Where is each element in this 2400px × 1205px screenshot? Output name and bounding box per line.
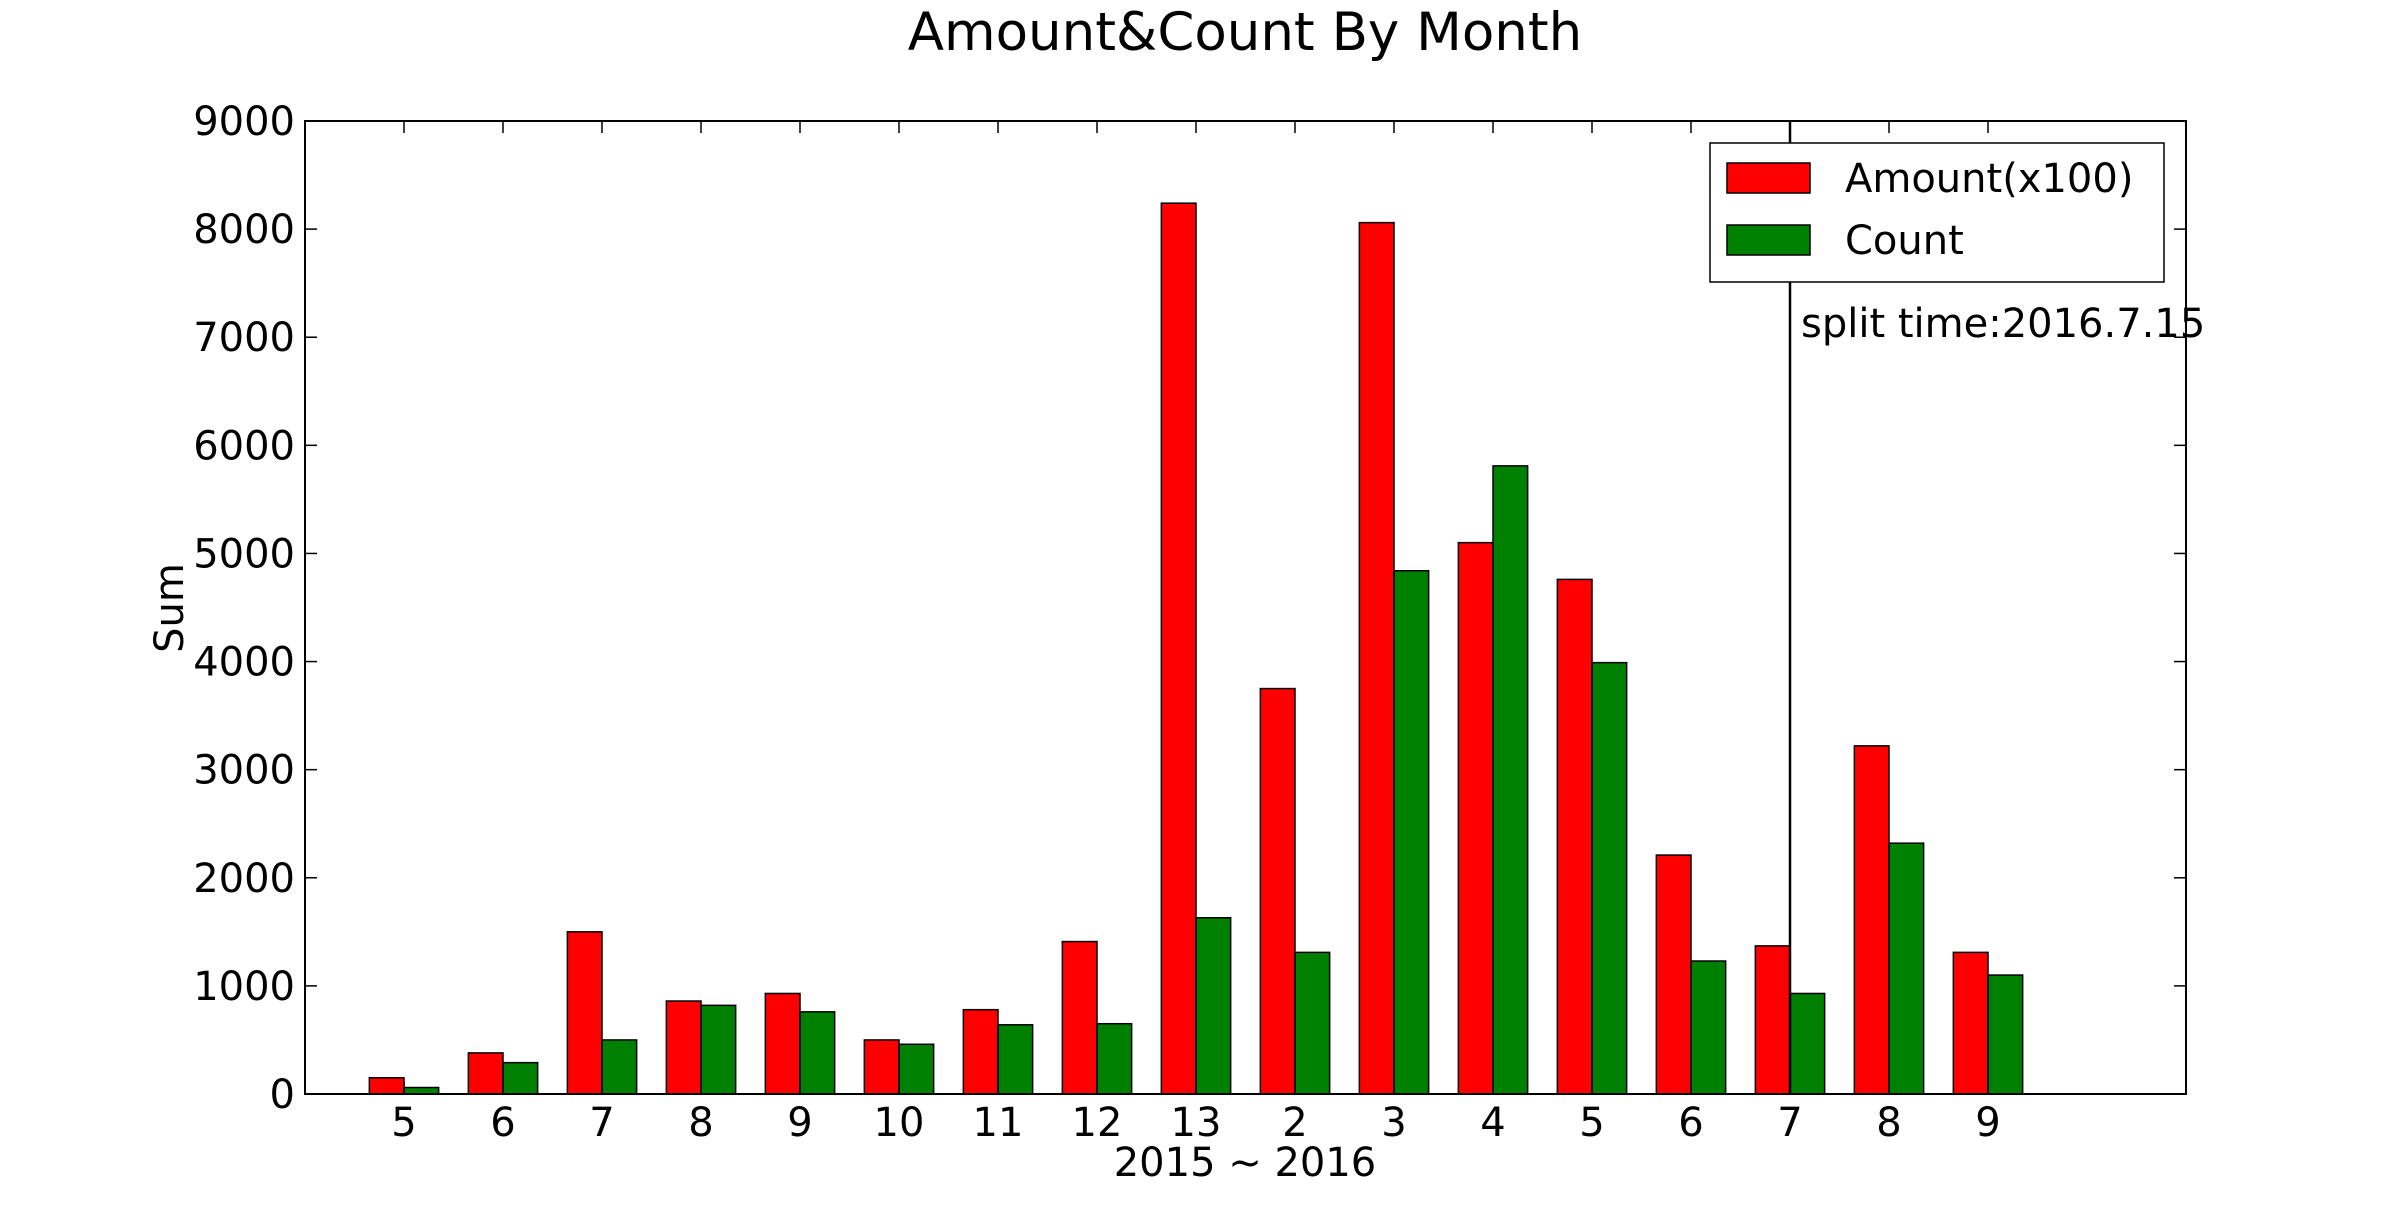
x-tick-label: 8 (688, 1100, 713, 1146)
bar (1591, 661, 1628, 1095)
x-tick-label: 7 (1777, 1100, 1802, 1146)
legend-label: Count (1845, 218, 1964, 264)
x-tick-label: 2 (1282, 1100, 1307, 1146)
bar (1987, 974, 2024, 1095)
legend-swatch (1726, 224, 1811, 256)
x-tick-label: 3 (1381, 1100, 1406, 1146)
y-tick-label: 1000 (193, 964, 295, 1010)
bar (566, 931, 603, 1095)
y-tick-label: 5000 (193, 531, 295, 577)
bar (1655, 854, 1692, 1095)
bar (1061, 940, 1098, 1095)
y-tick-label: 0 (270, 1072, 295, 1118)
y-tick-label: 4000 (193, 640, 295, 686)
y-tick-label: 8000 (193, 207, 295, 253)
bar (1259, 687, 1296, 1095)
bar (1952, 951, 1989, 1095)
y-tick-label: 3000 (193, 748, 295, 794)
y-tick-label: 9000 (193, 99, 295, 145)
bar (1690, 960, 1727, 1095)
bar (1160, 202, 1197, 1095)
bar (601, 1039, 638, 1095)
bar (1393, 569, 1430, 1095)
bar (1358, 221, 1395, 1095)
x-tick-label: 13 (1171, 1100, 1222, 1146)
bar (1457, 541, 1494, 1095)
legend-swatch (1726, 162, 1811, 194)
bar (502, 1061, 539, 1095)
x-tick-label: 4 (1480, 1100, 1505, 1146)
bar (1888, 842, 1925, 1095)
x-axis-label: 2015 ~ 2016 (1114, 1140, 1377, 1186)
bar (1096, 1022, 1133, 1095)
plot-frame (304, 120, 2187, 1095)
x-tick-label: 5 (391, 1100, 416, 1146)
x-tick-label: 8 (1876, 1100, 1901, 1146)
bar (700, 1004, 737, 1095)
x-tick-label: 7 (589, 1100, 614, 1146)
x-tick-label: 9 (1975, 1100, 2000, 1146)
y-tick-label: 2000 (193, 856, 295, 902)
bar (962, 1008, 999, 1095)
annotation-text: split time:2016.7.15 (1801, 301, 2205, 347)
bar (1754, 945, 1791, 1095)
bar (764, 992, 801, 1095)
bar (665, 1000, 702, 1095)
bar (368, 1077, 405, 1095)
x-tick-label: 6 (1678, 1100, 1703, 1146)
y-tick-label: 6000 (193, 423, 295, 469)
x-tick-label: 11 (973, 1100, 1024, 1146)
bar (1294, 951, 1331, 1095)
x-tick-label: 6 (490, 1100, 515, 1146)
y-axis-label: Sum (147, 563, 193, 653)
bar (1853, 745, 1890, 1095)
x-tick-label: 5 (1579, 1100, 1604, 1146)
bar (863, 1039, 900, 1095)
bar (997, 1024, 1034, 1095)
y-tick-label: 7000 (193, 315, 295, 361)
bar (898, 1043, 935, 1095)
bar (467, 1052, 504, 1095)
bar (1789, 992, 1826, 1095)
x-tick-label: 9 (787, 1100, 812, 1146)
bar (799, 1011, 836, 1095)
legend-label: Amount(x100) (1845, 156, 2133, 202)
bar (1195, 917, 1232, 1095)
x-tick-label: 12 (1072, 1100, 1123, 1146)
chart-title: Amount&Count By Month (908, 2, 1583, 63)
x-tick-label: 10 (874, 1100, 925, 1146)
bar (1556, 578, 1593, 1095)
bar (1492, 465, 1529, 1095)
